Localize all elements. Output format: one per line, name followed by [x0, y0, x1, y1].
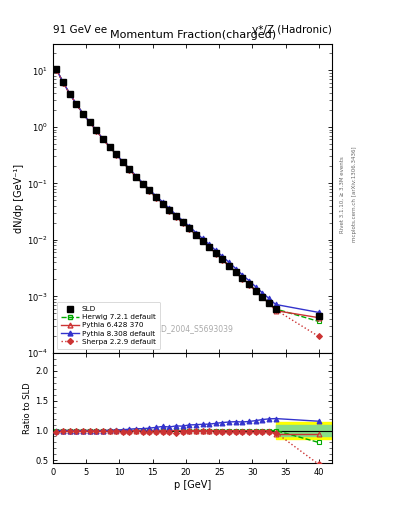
X-axis label: p [GeV]: p [GeV]	[174, 480, 211, 490]
Text: Rivet 3.1.10, ≥ 3.3M events: Rivet 3.1.10, ≥ 3.3M events	[340, 156, 345, 233]
Text: SLD_2004_S5693039: SLD_2004_S5693039	[152, 324, 233, 333]
Text: mcplots.cern.ch [arXiv:1306.3436]: mcplots.cern.ch [arXiv:1306.3436]	[352, 147, 357, 242]
Text: 91 GeV ee: 91 GeV ee	[53, 25, 107, 35]
Title: Momentum Fraction(charged): Momentum Fraction(charged)	[110, 30, 275, 40]
Text: γ*/Z (Hadronic): γ*/Z (Hadronic)	[252, 25, 332, 35]
Y-axis label: dN/dp [GeV⁻¹]: dN/dp [GeV⁻¹]	[14, 164, 24, 233]
Y-axis label: Ratio to SLD: Ratio to SLD	[23, 382, 32, 434]
Legend: SLD, Herwig 7.2.1 default, Pythia 6.428 370, Pythia 8.308 default, Sherpa 2.2.9 : SLD, Herwig 7.2.1 default, Pythia 6.428 …	[57, 302, 160, 349]
